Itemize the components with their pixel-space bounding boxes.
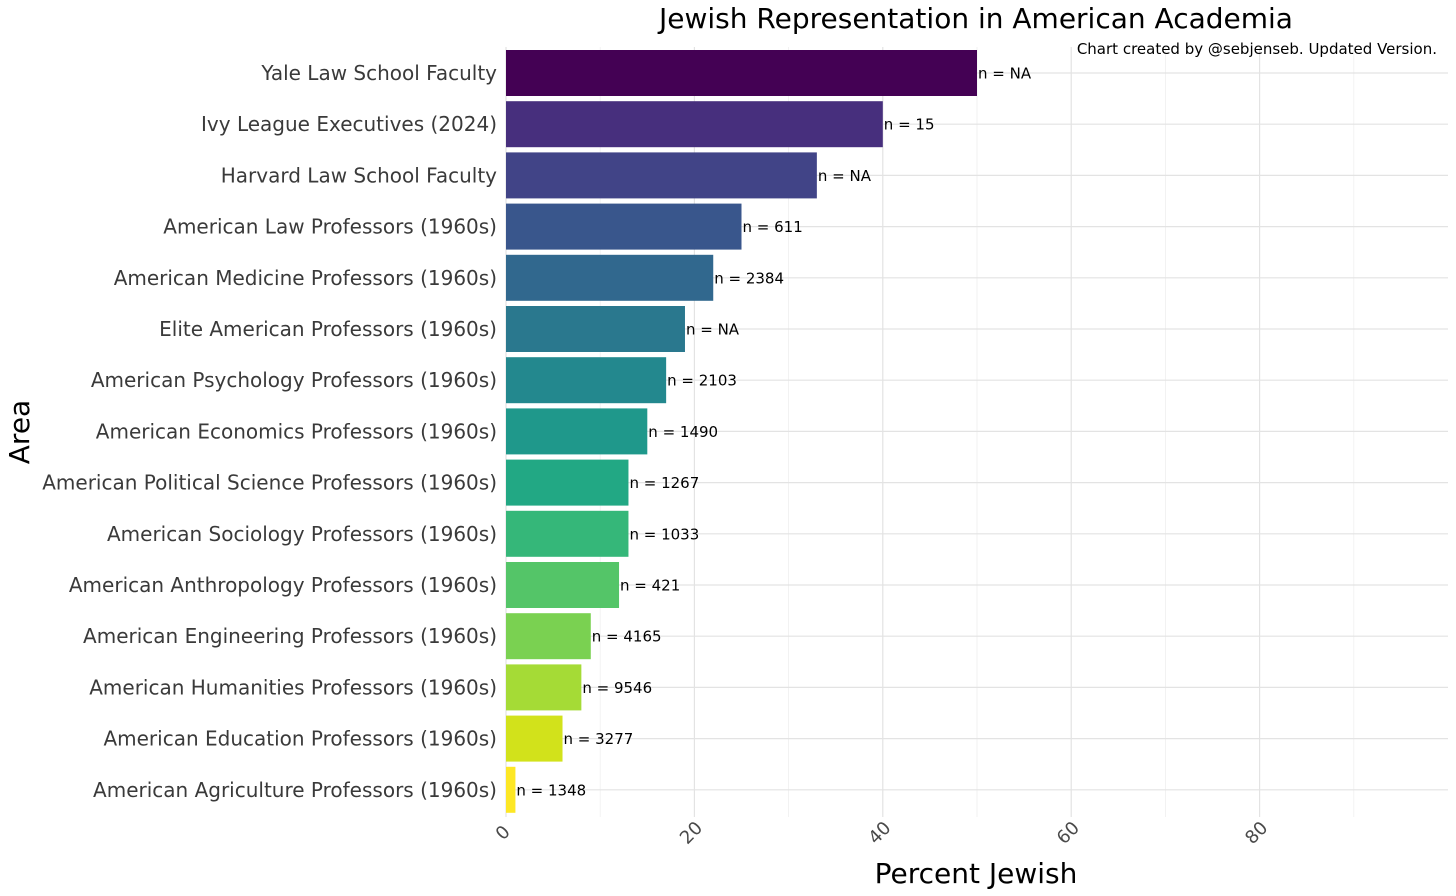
chart-caption: Chart created by @sebjenseb. Updated Ver…	[1077, 40, 1437, 58]
category-label: American Engineering Professors (1960s)	[83, 624, 497, 648]
x-tick-label: 0	[492, 822, 515, 845]
category-label: American Anthropology Professors (1960s)	[69, 573, 497, 597]
bar-data-label: n = 4165	[592, 628, 662, 646]
bars	[506, 50, 977, 813]
bar	[506, 152, 817, 199]
bar-data-label: n = 421	[620, 577, 680, 595]
bar-data-label: n = 611	[743, 218, 803, 236]
bar-data-label: n = NA	[686, 321, 740, 339]
chart-title: Jewish Representation in American Academ…	[657, 2, 1293, 35]
bar	[506, 50, 977, 96]
bar-data-label: n = 9546	[582, 679, 652, 697]
category-label: American Medicine Professors (1960s)	[114, 266, 497, 290]
y-axis-title: Area	[3, 400, 36, 464]
bar	[506, 408, 648, 455]
bar-data-label: n = 1267	[629, 474, 699, 492]
bar-data-label: n = 1490	[648, 423, 718, 441]
bar-data-label: n = 3277	[564, 730, 634, 748]
x-tick-label: 40	[864, 818, 895, 849]
bar	[506, 562, 620, 608]
category-label: American Economics Professors (1960s)	[96, 419, 497, 443]
bar-data-label: n = NA	[818, 167, 872, 185]
bar-data-label: n = NA	[978, 65, 1032, 83]
bar-data-label: n = 15	[884, 116, 935, 134]
category-label: Ivy League Executives (2024)	[201, 112, 497, 136]
x-tick-label: 20	[676, 818, 707, 849]
bar-data-label: n = 2103	[667, 372, 737, 390]
x-axis-title: Percent Jewish	[875, 857, 1078, 890]
category-label: Elite American Professors (1960s)	[159, 317, 497, 341]
category-label: American Sociology Professors (1960s)	[107, 522, 497, 546]
bar	[506, 613, 591, 660]
category-labels: Yale Law School Faculty Ivy League Execut…	[42, 61, 497, 802]
x-tick-labels: 0 20 40 60 80	[492, 818, 1273, 849]
bar-data-label: n = 2384	[714, 269, 784, 287]
bar-data-label: n = 1348	[516, 781, 586, 799]
bar	[506, 459, 629, 506]
bar	[506, 664, 582, 711]
bar	[506, 254, 714, 301]
bar-data-label: n = 1033	[629, 525, 699, 543]
bar-labels: n = NA n = 15 n = NA n = 611 n = 2384 n = NA n…	[516, 65, 1031, 800]
category-label: American Psychology Professors (1960s)	[91, 368, 497, 392]
category-label: American Education Professors (1960s)	[103, 727, 497, 751]
bar	[506, 510, 629, 557]
bar	[506, 766, 516, 813]
category-label: Yale Law School Faculty	[260, 61, 497, 85]
bar	[506, 203, 742, 250]
bar	[506, 306, 685, 352]
category-label: American Political Science Professors (1…	[42, 471, 497, 495]
bar	[506, 715, 563, 762]
bar	[506, 101, 883, 148]
category-label: Harvard Law School Faculty	[221, 163, 497, 187]
category-label: American Humanities Professors (1960s)	[89, 675, 497, 699]
category-label: American Law Professors (1960s)	[163, 215, 497, 239]
x-tick-label: 80	[1241, 818, 1272, 849]
category-label: American Agriculture Professors (1960s)	[93, 778, 497, 802]
bar	[506, 357, 667, 404]
x-tick-label: 60	[1053, 818, 1084, 849]
